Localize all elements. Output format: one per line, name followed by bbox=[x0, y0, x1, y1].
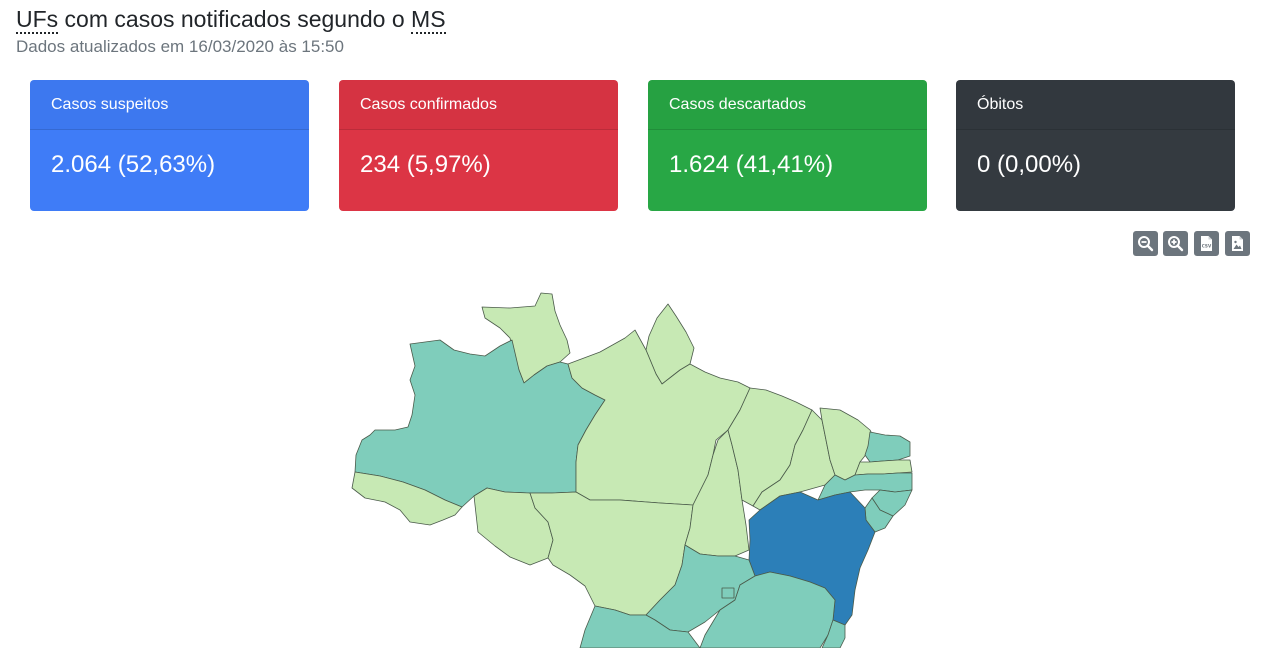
brazil-map bbox=[0, 270, 1265, 648]
state-mato-grosso-do-sul[interactable] bbox=[579, 605, 701, 648]
card-value: 1.624 (41,41%) bbox=[669, 151, 834, 178]
card-label: Óbitos bbox=[956, 80, 1235, 130]
state-espirito-santo[interactable] bbox=[821, 619, 846, 648]
zoom-out-icon bbox=[1138, 236, 1154, 252]
suspected-cases-card: Casos suspeitos 2.064 (52,63%) bbox=[30, 80, 309, 211]
image-file-icon bbox=[1232, 236, 1243, 251]
zoom-in-button[interactable] bbox=[1163, 231, 1188, 256]
abbr-ms: MS bbox=[411, 6, 446, 34]
title-text: com casos notificados segundo o bbox=[58, 6, 412, 32]
page-title: UFs com casos notificados segundo o MS bbox=[16, 4, 446, 34]
state-para[interactable] bbox=[567, 329, 751, 506]
state-rio-grande-do-norte[interactable] bbox=[864, 431, 911, 463]
state-acre[interactable] bbox=[351, 471, 463, 526]
export-image-button[interactable] bbox=[1225, 231, 1250, 256]
card-label: Casos confirmados bbox=[339, 80, 618, 130]
abbr-ufs: UFs bbox=[16, 6, 59, 34]
confirmed-cases-card: Casos confirmados 234 (5,97%) bbox=[339, 80, 618, 211]
summary-cards: Casos suspeitos 2.064 (52,63%) Casos con… bbox=[30, 80, 1235, 211]
map-toolbar: CSV bbox=[1133, 231, 1250, 256]
card-label: Casos descartados bbox=[648, 80, 927, 130]
card-value: 2.064 (52,63%) bbox=[51, 151, 216, 178]
card-value: 234 (5,97%) bbox=[360, 151, 491, 178]
discarded-cases-card: Casos descartados 1.624 (41,41%) bbox=[648, 80, 927, 211]
card-value: 0 (0,00%) bbox=[977, 151, 1082, 178]
export-csv-button[interactable]: CSV bbox=[1194, 231, 1219, 256]
brazil-map-svg bbox=[351, 292, 913, 648]
state-goias[interactable] bbox=[645, 544, 756, 633]
csv-icon-text: CSV bbox=[1202, 244, 1212, 249]
zoom-out-button[interactable] bbox=[1133, 231, 1158, 256]
page-header: UFs com casos notificados segundo o MS D… bbox=[16, 4, 446, 59]
zoom-in-icon bbox=[1168, 236, 1184, 252]
last-updated-text: Dados atualizados em 16/03/2020 às 15:50 bbox=[16, 37, 344, 56]
deaths-card: Óbitos 0 (0,00%) bbox=[956, 80, 1235, 211]
csv-file-icon: CSV bbox=[1201, 236, 1212, 251]
card-label: Casos suspeitos bbox=[30, 80, 309, 130]
state-distrito-federal[interactable] bbox=[721, 587, 735, 599]
